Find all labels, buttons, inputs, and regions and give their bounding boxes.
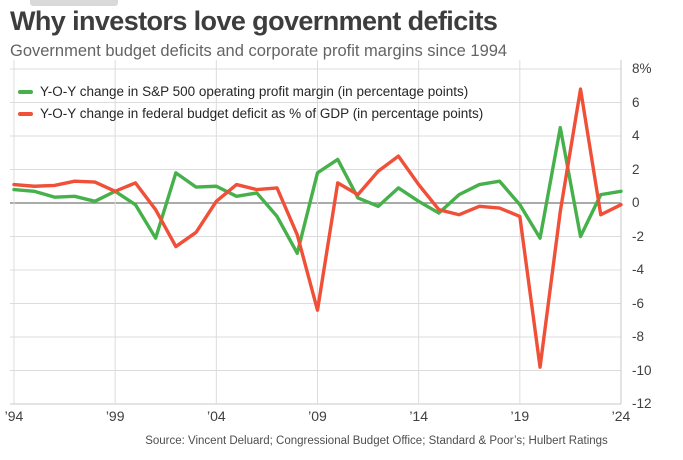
x-axis-tick-label: ’94 (4, 408, 24, 424)
y-axis-tick-label: -6 (632, 295, 645, 311)
budget-deficit-line (12, 87, 623, 369)
page-subtitle: Government budget deficits and corporate… (10, 42, 508, 60)
page-title: Why investors love government deficits (10, 6, 498, 36)
y-axis-tick-label: 8% (632, 61, 652, 76)
x-axis-tick-label: ’09 (308, 408, 327, 424)
top-edge-artifact (30, 0, 118, 6)
y-axis-tick-label: 6 (632, 94, 640, 110)
y-axis-tick-label: -2 (632, 228, 645, 244)
y-axis-tick-label: 4 (632, 128, 640, 143)
legend-item-profit-margin: Y-O-Y change in S&P 500 operating profit… (18, 84, 468, 99)
green-line-swatch (18, 89, 33, 94)
x-axis-tick-label: ’14 (409, 408, 428, 424)
legend-label: Y-O-Y change in S&P 500 operating profit… (40, 84, 469, 99)
y-axis-tick-label: -12 (632, 396, 652, 411)
y-axis-tick-label: 0 (632, 195, 640, 210)
legend-label: Y-O-Y change in federal budget deficit a… (40, 106, 484, 121)
x-axis-tick-label: ’99 (105, 408, 125, 424)
x-axis-tick-label: ’19 (510, 408, 530, 424)
x-axis-tick-label: ’04 (206, 408, 226, 424)
y-axis-tick-label: 2 (632, 161, 640, 177)
red-line-swatch (18, 111, 33, 116)
y-axis-tick-label: -8 (632, 329, 645, 344)
y-axis-tick-label: -4 (632, 262, 645, 277)
legend-item-budget-deficit: Y-O-Y change in federal budget deficit a… (18, 106, 483, 121)
y-axis-tick-label: -10 (632, 362, 652, 378)
x-axis-tick-label: ’24 (611, 408, 631, 424)
source-note: Source: Vincent Deluard; Congressional B… (145, 435, 608, 447)
